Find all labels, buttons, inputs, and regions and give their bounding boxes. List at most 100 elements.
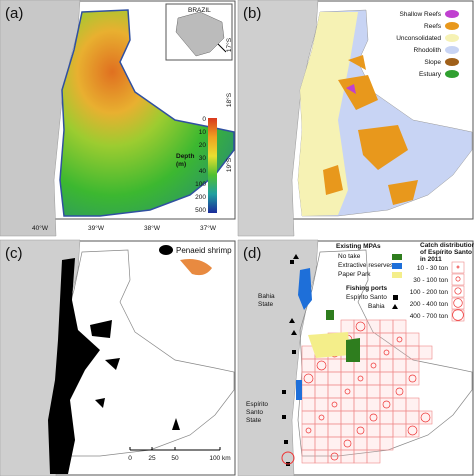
- catch-circle: [305, 427, 312, 434]
- reef-patch: [348, 55, 366, 70]
- catch-cell: [301, 397, 316, 412]
- catch-cell: [379, 410, 394, 425]
- catch-cell: [314, 371, 329, 386]
- state-label: State: [258, 301, 274, 308]
- catch-cell: [392, 319, 407, 334]
- lat-label: 18°S: [225, 92, 233, 107]
- depth-tick: 500: [195, 207, 206, 214]
- port-marker: [290, 260, 294, 264]
- legend-label: Rhodolith: [414, 47, 442, 54]
- lat-label: 17°S: [225, 37, 233, 52]
- catch-cell: [366, 423, 381, 438]
- catch-circle: [420, 412, 431, 423]
- legend-swatch: [392, 272, 402, 278]
- catch-cell: [405, 358, 420, 373]
- legend-label: 30 - 100 ton: [413, 277, 448, 284]
- catch-circle: [303, 373, 314, 384]
- panel-label: (c): [5, 245, 23, 262]
- lon-label: 38°W: [144, 224, 161, 232]
- mpa-extractive: [296, 380, 302, 400]
- legend-title: in 2011: [420, 256, 442, 263]
- legend-label: Estuary: [419, 71, 442, 78]
- catch-cell: [405, 397, 420, 412]
- catch-cell: [366, 358, 381, 373]
- shrimp-patch: [95, 398, 105, 408]
- catch-cell: [379, 397, 394, 412]
- legend-cell: [451, 309, 465, 322]
- legend-swatch: [445, 10, 459, 18]
- legend-label: Paper Park: [338, 271, 371, 278]
- inset-label: BRAZIL: [188, 7, 211, 14]
- catch-circle: [355, 321, 366, 332]
- catch-cell: [392, 397, 407, 412]
- depth-tick: 100: [195, 181, 206, 188]
- land: [0, 0, 81, 237]
- catch-cell: [379, 423, 394, 438]
- scale-label: 50: [171, 455, 179, 462]
- panel-label: (d): [243, 245, 261, 262]
- catch-cell: [327, 384, 342, 399]
- panel: (a) BRAZIL 17°S 18°S 19°S 40°W 39°W 38°W 37°W 0 10…: [0, 0, 236, 237]
- legend-title: Catch distribution: [420, 242, 474, 249]
- catch-cell: [353, 423, 368, 438]
- catch-circle: [281, 451, 295, 465]
- mpa-paper: [308, 332, 350, 358]
- legend-label: Shallow Reefs: [399, 11, 441, 18]
- legend-label: 10 - 30 ton: [417, 265, 448, 272]
- catch-cell: [327, 423, 342, 438]
- panel-label: (a): [5, 5, 23, 22]
- catch-circle: [383, 349, 390, 356]
- legend-cell: [451, 297, 465, 310]
- depth-tick: 200: [195, 194, 206, 201]
- depth-tick: 10: [199, 129, 207, 136]
- mpa-extractive: [298, 268, 312, 310]
- legend-label: Reefs: [424, 23, 442, 30]
- catch-cell: [301, 384, 316, 399]
- catch-circle: [344, 388, 351, 395]
- catch-cell: [353, 384, 368, 399]
- catch-cell: [314, 410, 329, 425]
- reef-patch: [338, 75, 378, 110]
- legend-swatch: [445, 22, 459, 30]
- catch-cell: [340, 397, 355, 412]
- shrimp-distribution: [48, 258, 100, 474]
- catch-cell: [327, 358, 342, 373]
- catch-cell: [353, 410, 368, 425]
- catch-circle: [318, 414, 325, 421]
- catch-cell: [327, 436, 342, 451]
- legend-circle: [456, 265, 460, 269]
- depth-tick: 30: [199, 155, 207, 162]
- depth-tick: 40: [199, 168, 207, 175]
- catch-cell: [301, 410, 316, 425]
- catch-cell: [379, 436, 394, 451]
- land: [237, 239, 319, 476]
- port-marker: [292, 350, 296, 354]
- catch-cell: [327, 449, 342, 464]
- legend-label: Extractive reserves: [338, 262, 394, 269]
- catch-cell: [301, 436, 316, 451]
- reef-patch: [358, 125, 408, 170]
- legend-circle: [453, 298, 463, 308]
- catch-cell: [366, 449, 381, 464]
- catch-cell: [392, 410, 407, 425]
- catch-cell: [392, 345, 407, 360]
- catch-cell: [392, 358, 407, 373]
- catch-cell: [366, 332, 381, 347]
- state-label: Santo: [246, 409, 263, 416]
- catch-cell: [327, 371, 342, 386]
- inset-arrow: [217, 43, 227, 53]
- catch-cell: [340, 384, 355, 399]
- catch-cell: [353, 397, 368, 412]
- catch-cell: [301, 423, 316, 438]
- legend-label: Espírito Santo: [346, 294, 387, 301]
- legend-label: Slope: [424, 59, 441, 66]
- legend-swatch: [445, 46, 459, 54]
- legend-circle: [455, 276, 461, 282]
- catch-cell: [301, 358, 316, 373]
- panel: (c) Penaeid shrimp 0 25 50 100 km: [0, 239, 236, 476]
- legend-title: Existing MPAs: [336, 243, 381, 250]
- catch-cell: [418, 345, 433, 360]
- catch-cell: [340, 319, 355, 334]
- reef-patch: [388, 180, 418, 205]
